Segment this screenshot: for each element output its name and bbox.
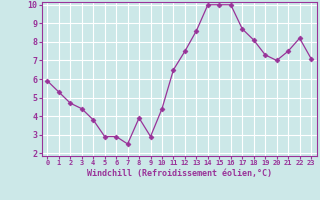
X-axis label: Windchill (Refroidissement éolien,°C): Windchill (Refroidissement éolien,°C) [87,169,272,178]
